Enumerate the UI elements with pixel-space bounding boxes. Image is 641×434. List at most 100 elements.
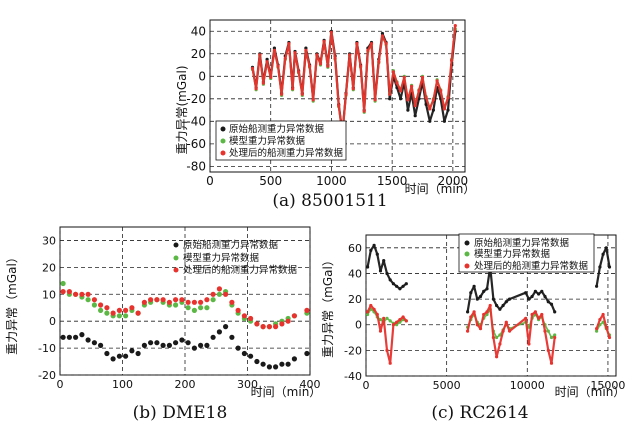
panel-a-processed-point <box>304 48 308 53</box>
panel-b-processed-point <box>285 318 291 324</box>
panel-c-processed-point <box>495 355 499 359</box>
panel-b-processed-point <box>116 307 122 313</box>
panel-a-processed-point <box>450 58 454 63</box>
panel-a-processed-point <box>384 42 388 46</box>
panel-a-processed-point <box>276 64 280 68</box>
panel-a-xtick-0: 0 <box>206 174 214 188</box>
panel-b-caption: (b) DME18 <box>133 403 228 423</box>
panel-a-processed-point <box>369 42 374 46</box>
panel-a-processed-point <box>333 56 337 60</box>
panel-a-processed-point <box>377 60 381 64</box>
panel-c-raw-point <box>369 248 373 252</box>
panel-b-processed-point <box>279 321 285 327</box>
panel-b-raw-point <box>154 340 160 346</box>
panel-b-processed-point <box>204 297 210 303</box>
panel-c-processed-point <box>601 312 605 317</box>
panel-c-raw-point <box>501 303 505 308</box>
panel-a-processed-point <box>431 98 435 102</box>
panel-b-raw-point <box>285 361 291 367</box>
panel-c-processed-point <box>378 329 383 333</box>
panel-a-processed-point <box>373 98 377 102</box>
panel-b-legend-processed-marker <box>173 267 179 273</box>
panel-b-processed-point <box>135 310 141 316</box>
panel-b-raw-point <box>185 340 191 346</box>
panel-c-model-point <box>553 333 557 337</box>
panel-b-processed-point <box>185 299 191 305</box>
panel-c-model-point <box>549 335 554 340</box>
panel-b-xtick-1: 100 <box>112 378 133 391</box>
panel-c-raw-point <box>391 282 395 286</box>
panel-b-raw-point <box>223 324 229 330</box>
panel-a-processed-point <box>269 75 273 79</box>
panel-c-xlabel: 时间（min） <box>555 385 626 399</box>
panel-a-processed-point <box>265 60 269 64</box>
panel-c-raw-point <box>604 246 608 250</box>
panel-a-processed-point <box>348 53 352 57</box>
panel-a-processed-point <box>287 42 291 46</box>
panel-a-ylabel: 重力异常(mGal) <box>175 65 189 154</box>
panel-a-raw-point <box>388 97 392 101</box>
panel-c-processed-point <box>391 323 395 327</box>
panel-b-raw-point <box>60 334 66 340</box>
panel-b-processed-point <box>241 313 247 319</box>
panel-b-processed-point <box>235 307 241 313</box>
panel-c-processed-point <box>366 310 370 314</box>
panel-a-raw-point <box>446 108 450 112</box>
panel-b-raw-point <box>266 364 272 370</box>
panel-a-processed-point <box>293 51 297 55</box>
panel-a-raw-point <box>399 97 403 101</box>
panel-a-legend-model-marker <box>220 138 226 144</box>
panel-c-model-point <box>595 329 599 333</box>
panel-b-raw-point <box>291 356 297 362</box>
panel-b-raw-point <box>241 350 247 357</box>
panel-a-raw-point <box>304 46 308 50</box>
panel-c-raw-point <box>598 265 602 269</box>
panel-c-processed-point <box>488 303 492 308</box>
panel-b-processed-point <box>91 297 97 303</box>
panel-a-processed-point <box>326 64 330 68</box>
panel-c-processed-point <box>385 348 389 352</box>
panel-b-processed-point <box>254 321 260 327</box>
panel-c-raw-point <box>543 294 547 299</box>
panel-a-processed-point <box>311 98 315 102</box>
panel-b-model-point <box>210 297 216 303</box>
panel-c-raw-point <box>382 259 386 263</box>
panel-a-frame <box>209 19 466 173</box>
panel-b-processed-point <box>198 299 204 305</box>
panel-b-legend-model: 模型重力异常数据 <box>183 252 260 264</box>
panel-a-xtick-3: 1500 <box>377 174 408 188</box>
panel-b-model-point <box>204 305 210 311</box>
panel-c-raw-point <box>395 284 399 288</box>
panel-c-raw-point <box>530 294 534 299</box>
panel-c-model-point <box>385 316 389 320</box>
panel-b-processed-point <box>191 299 197 305</box>
panel-c-legend-processed-marker <box>464 263 470 269</box>
panel-c-processed-point <box>549 361 554 365</box>
panel-b-raw-point <box>198 342 204 348</box>
panel-c-raw-point <box>469 291 473 295</box>
panel-c-raw-point <box>549 302 554 306</box>
panel-a-processed-point <box>413 104 417 108</box>
panel-b-legend-raw: 原始船测重力异常数据 <box>183 239 279 251</box>
panel-c-raw-point <box>607 265 612 269</box>
panel-c-model-line <box>366 308 611 339</box>
panel-c-raw-point <box>485 287 489 291</box>
panel-a-processed-point <box>297 70 301 74</box>
panel-b-raw-point <box>160 342 166 348</box>
panel-b-model-point <box>98 307 104 313</box>
panel-b-processed-point <box>148 297 154 303</box>
panel-b-ytick-2: 0 <box>49 315 56 328</box>
panel-c-processed-point <box>527 342 531 346</box>
panel-b-processed-point <box>173 297 179 303</box>
panel-a-processed-point <box>272 48 276 53</box>
panel-a-processed-point <box>280 92 284 96</box>
panel-c-ylabel: 重力异常（mGal） <box>321 254 335 358</box>
panel-a-processed-point <box>399 89 403 93</box>
panel-a-processed-point <box>453 24 457 28</box>
panel-a-raw-point <box>428 119 432 123</box>
panel-b-raw-point <box>148 340 154 346</box>
panel-b-raw-point <box>66 334 72 340</box>
panel-b-raw-point <box>110 356 116 362</box>
panel-b-raw-point <box>173 340 179 346</box>
panel-b-ytick-4: 20 <box>42 261 56 274</box>
